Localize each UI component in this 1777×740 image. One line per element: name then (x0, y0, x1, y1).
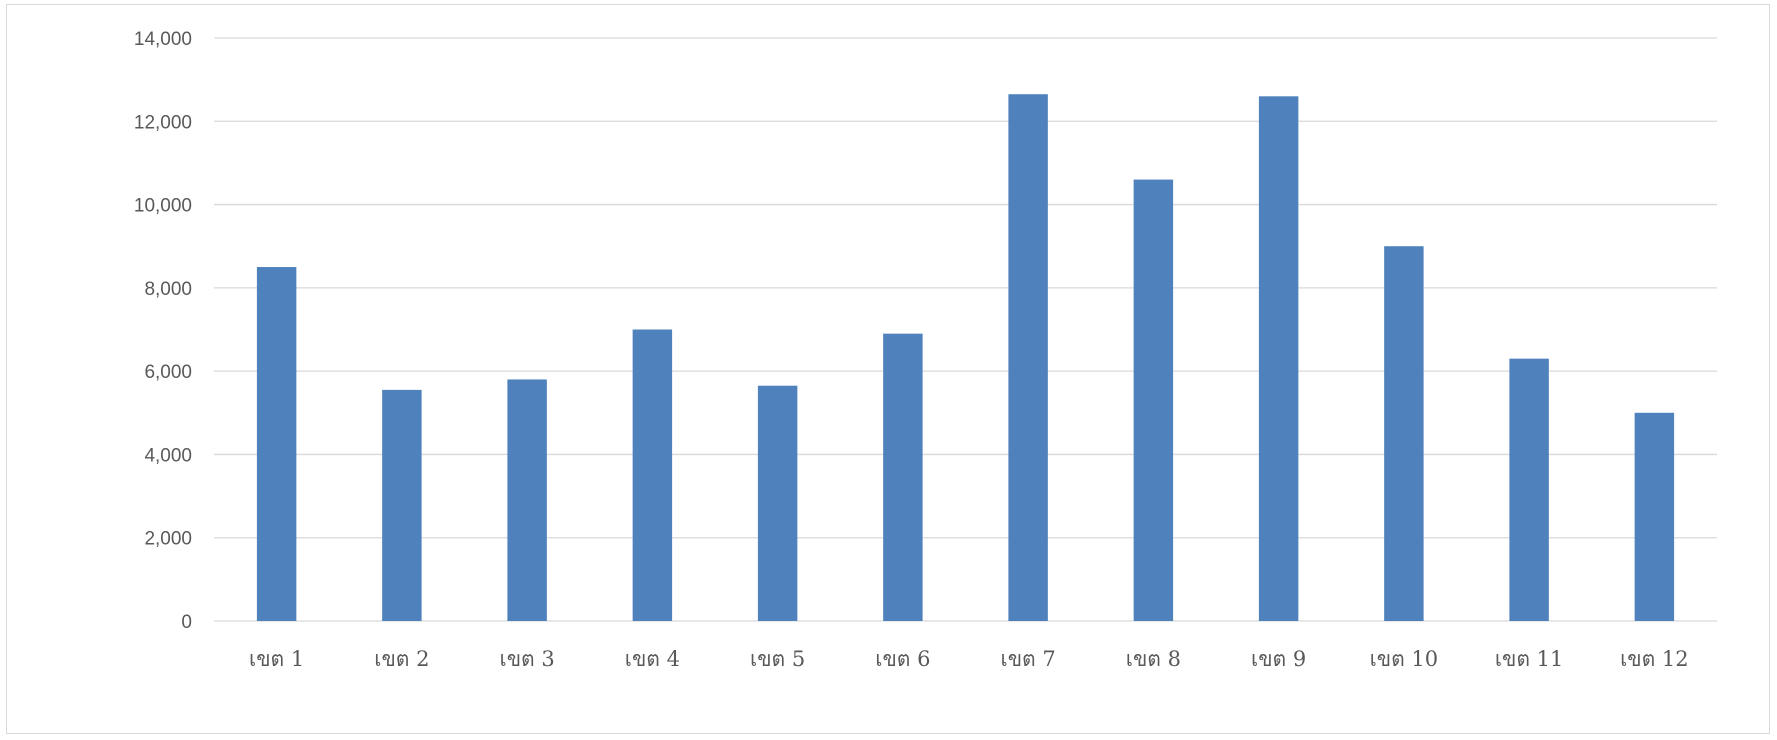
bar (1384, 246, 1424, 621)
x-tick-label: เขต 6 (875, 647, 930, 671)
bar (1008, 94, 1048, 622)
x-tick-label: เขต 8 (1126, 647, 1181, 671)
bar (1509, 358, 1549, 621)
y-tick-label: 14,000 (134, 29, 192, 50)
bar (757, 385, 798, 621)
x-axis-ticks: เขต 1 เขต 2 เขต 3 เขต 4 เขต 5 เขต 6 เขต 7 เขต 8… (249, 647, 1689, 671)
bar (632, 329, 673, 621)
bar (382, 389, 422, 621)
y-tick-label: 8,000 (144, 279, 192, 300)
x-tick-label: เขต 4 (625, 647, 680, 671)
bar (1133, 179, 1174, 622)
x-tick-label: เขต 1 (249, 647, 304, 671)
x-tick-label: เขต 9 (1251, 647, 1306, 671)
y-axis-ticks: 0 2,000 4,000 6,000 8,000 10,000 12,000 14,000 (134, 29, 192, 633)
gridlines (214, 37, 1717, 622)
x-tick-label: เขต 7 (1001, 647, 1056, 671)
x-tick-label: เขต 2 (374, 647, 429, 671)
bar (883, 333, 923, 621)
bar (256, 267, 297, 621)
bar (1258, 96, 1299, 622)
y-tick-label: 4,000 (144, 445, 192, 466)
bar (1634, 412, 1675, 621)
y-tick-label: 10,000 (134, 196, 192, 217)
y-tick-label: 0 (181, 612, 192, 633)
y-tick-label: 12,000 (134, 112, 192, 133)
bar (507, 379, 547, 621)
x-tick-label: เขต 10 (1370, 647, 1439, 671)
bars (256, 94, 1675, 622)
x-tick-label: เขต 12 (1620, 647, 1689, 671)
y-tick-label: 2,000 (144, 529, 192, 550)
x-tick-label: เขต 5 (750, 647, 805, 671)
y-tick-label: 6,000 (144, 362, 192, 383)
x-tick-label: เขต 11 (1495, 647, 1564, 671)
x-tick-label: เขต 3 (500, 647, 555, 671)
